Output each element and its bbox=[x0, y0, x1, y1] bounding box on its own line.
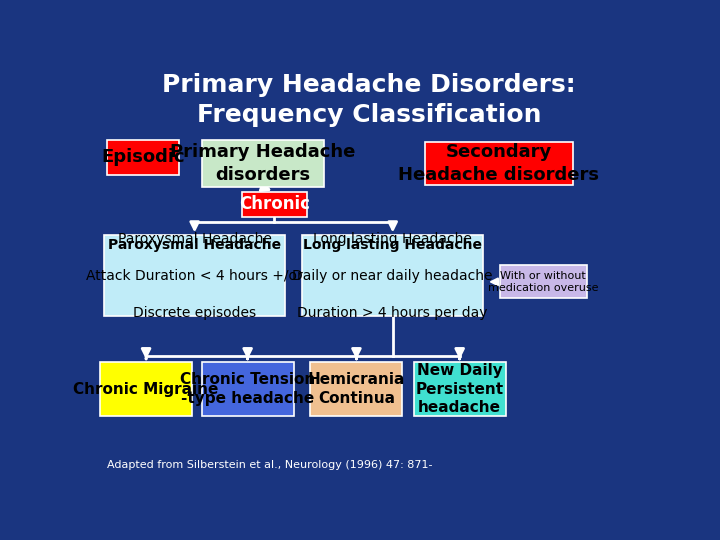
Text: Secondary
Headache disorders: Secondary Headache disorders bbox=[398, 144, 599, 184]
Text: New Daily
Persistent
headache: New Daily Persistent headache bbox=[415, 363, 504, 415]
Text: Chronic Tension
-type headache: Chronic Tension -type headache bbox=[180, 372, 315, 406]
Text: Hemicrania
Continua: Hemicrania Continua bbox=[307, 372, 405, 406]
Text: Long lasting Headache: Long lasting Headache bbox=[303, 238, 482, 252]
Text: Chronic Migraine: Chronic Migraine bbox=[73, 382, 219, 396]
Text: With or without
medication overuse: With or without medication overuse bbox=[488, 271, 598, 293]
Text: Paroxysmal Headache: Paroxysmal Headache bbox=[108, 238, 282, 252]
FancyBboxPatch shape bbox=[310, 362, 402, 416]
FancyBboxPatch shape bbox=[243, 192, 307, 217]
FancyBboxPatch shape bbox=[413, 362, 505, 416]
FancyBboxPatch shape bbox=[104, 235, 285, 316]
FancyBboxPatch shape bbox=[107, 140, 179, 175]
Text: Primary Headache Disorders:
Frequency Classification: Primary Headache Disorders: Frequency Cl… bbox=[162, 73, 576, 127]
Text: Long lasting Headache

Daily or near daily headache

Duration > 4 hours per day: Long lasting Headache Daily or near dail… bbox=[292, 232, 493, 320]
FancyBboxPatch shape bbox=[425, 141, 572, 185]
FancyBboxPatch shape bbox=[302, 235, 483, 316]
FancyBboxPatch shape bbox=[100, 362, 192, 416]
Text: Episodic: Episodic bbox=[102, 148, 185, 166]
Text: Adapted from Silberstein et al., Neurology (1996) 47: 871-: Adapted from Silberstein et al., Neurolo… bbox=[107, 460, 432, 470]
FancyBboxPatch shape bbox=[202, 140, 324, 187]
FancyBboxPatch shape bbox=[500, 265, 587, 299]
Text: Primary Headache
disorders: Primary Headache disorders bbox=[171, 144, 356, 184]
Text: Chronic: Chronic bbox=[239, 195, 310, 213]
Text: Paroxysmal Headache

Attack Duration < 4 hours +/or

Discrete episodes: Paroxysmal Headache Attack Duration < 4 … bbox=[86, 232, 303, 320]
FancyBboxPatch shape bbox=[202, 362, 294, 416]
